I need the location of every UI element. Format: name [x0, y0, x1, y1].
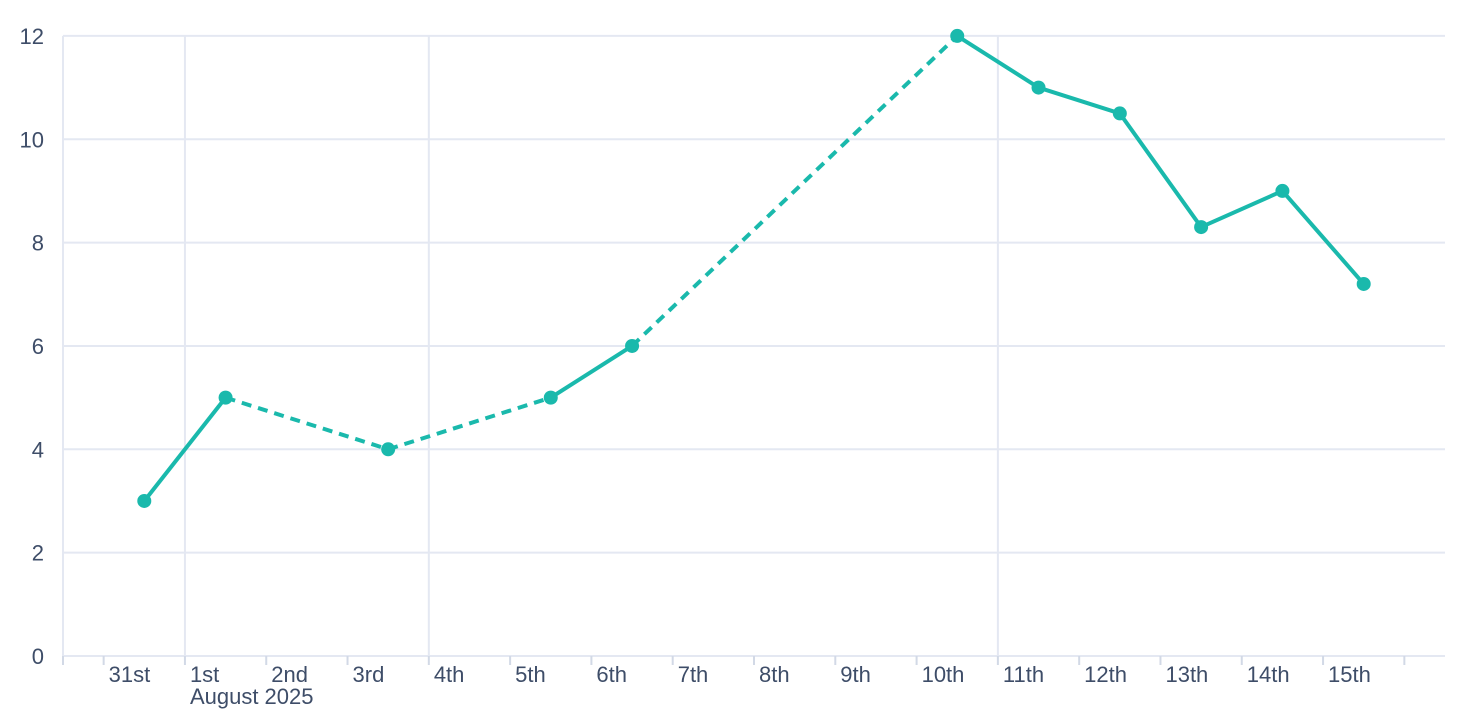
y-axis-label: 2: [32, 541, 44, 566]
line-segment-solid: [1199, 188, 1285, 230]
line-segment-solid: [142, 395, 228, 503]
y-axis-label: 12: [20, 24, 44, 49]
data-point[interactable]: [1194, 220, 1209, 235]
x-axis-label: 3rd: [353, 662, 385, 687]
y-axis-label: 6: [32, 334, 44, 359]
line-segment-dashed: [387, 395, 552, 452]
data-point[interactable]: [137, 493, 152, 508]
data-point[interactable]: [950, 28, 965, 43]
x-axis-label: 14th: [1247, 662, 1290, 687]
x-axis-label: 11th: [1003, 662, 1044, 687]
line-segment-solid: [1036, 85, 1122, 116]
x-axis-label: 7th: [678, 662, 709, 687]
data-point[interactable]: [1275, 183, 1290, 198]
data-point[interactable]: [625, 338, 640, 353]
line-segment-dashed: [630, 34, 959, 348]
x-axis-label: 1st: [190, 662, 219, 687]
x-axis-label: 2nd: [271, 662, 308, 687]
y-axis-label: 0: [32, 644, 44, 669]
x-axis-label: 10th: [922, 662, 965, 687]
x-axis-month-label: August 2025: [190, 684, 314, 709]
y-axis-label: 8: [32, 231, 44, 256]
data-point[interactable]: [218, 390, 233, 405]
x-axis-label: 15th: [1328, 662, 1371, 687]
x-axis-label: 4th: [434, 662, 465, 687]
x-axis-label: 9th: [840, 662, 871, 687]
x-axis-label: 8th: [759, 662, 790, 687]
x-axis-label: 12th: [1084, 662, 1127, 687]
y-axis-label: 4: [32, 437, 44, 462]
line-segment-dashed: [224, 395, 389, 452]
x-axis-label: 13th: [1165, 662, 1208, 687]
line-segment-solid: [955, 33, 1041, 90]
data-point[interactable]: [381, 442, 396, 457]
x-axis-label: 31st: [109, 662, 151, 687]
line-segment-solid: [1117, 111, 1204, 230]
line-segment-solid: [1280, 188, 1366, 286]
x-axis-label: 5th: [515, 662, 546, 687]
x-axis-label: 6th: [596, 662, 627, 687]
data-point[interactable]: [1356, 276, 1371, 291]
y-axis-label: 10: [20, 127, 44, 152]
data-point[interactable]: [543, 390, 558, 405]
data-point[interactable]: [1031, 80, 1046, 95]
data-point[interactable]: [1112, 106, 1127, 121]
line-segment-solid: [548, 343, 635, 400]
